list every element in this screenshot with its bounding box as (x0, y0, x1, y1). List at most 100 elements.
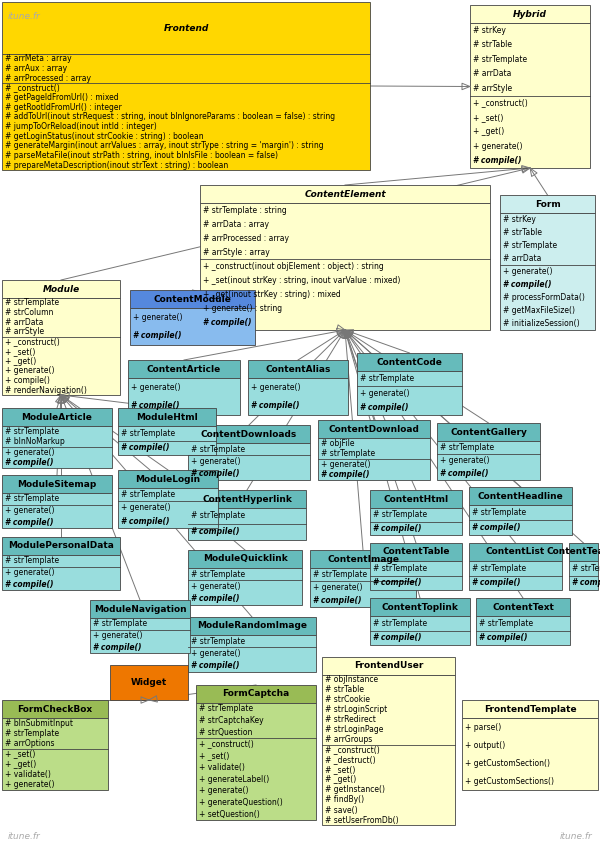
Text: # compile(): # compile() (373, 578, 421, 588)
Text: Form: Form (535, 200, 560, 209)
Bar (188, 443, 310, 480)
Text: # compile(): # compile() (93, 643, 142, 652)
Bar (90, 618, 190, 653)
Text: + getCustomSections(): + getCustomSections() (465, 777, 554, 785)
Text: # strLoginPage: # strLoginPage (325, 726, 383, 734)
Text: + _set(): + _set() (473, 113, 503, 121)
Text: # strTemplate: # strTemplate (360, 374, 414, 383)
Bar (370, 616, 470, 645)
Text: # getInstance(): # getInstance() (325, 785, 385, 795)
Text: # strLoginScript: # strLoginScript (325, 706, 387, 715)
Text: # strTemplate: # strTemplate (121, 429, 175, 438)
Text: # compile(): # compile() (472, 578, 521, 588)
Text: # _destruct(): # _destruct() (325, 756, 376, 764)
Text: # strTemplate : string: # strTemplate : string (203, 205, 287, 215)
Text: + output(): + output() (465, 740, 505, 750)
Text: # prepareMetaDescription(inout strText : string) : boolean: # prepareMetaDescription(inout strText :… (5, 160, 228, 170)
Text: + _get(): + _get() (5, 760, 36, 769)
Text: + _get(): + _get() (5, 357, 36, 366)
Text: # processFormData(): # processFormData() (503, 293, 585, 302)
Text: ContentCode: ContentCode (377, 357, 442, 367)
Text: ContentDownloads: ContentDownloads (201, 430, 297, 438)
Text: FrontendUser: FrontendUser (354, 661, 423, 671)
Bar (118, 426, 216, 455)
Bar (500, 195, 595, 213)
Text: ContentElement: ContentElement (304, 189, 386, 199)
Text: ModuleLogin: ModuleLogin (136, 475, 200, 483)
Text: + generate(): + generate() (251, 383, 301, 391)
Text: + generate(): + generate() (313, 583, 362, 592)
Text: # arrData : array: # arrData : array (203, 220, 269, 228)
Text: # strKey: # strKey (473, 25, 506, 35)
Bar (118, 488, 218, 528)
Text: + generate(): + generate() (440, 456, 490, 465)
Text: # compile(): # compile() (472, 523, 521, 532)
Text: # strTemplate: # strTemplate (473, 54, 527, 64)
Text: # strTemplate: # strTemplate (373, 619, 427, 627)
Text: itune.fr: itune.fr (559, 832, 592, 841)
Text: # arrData: # arrData (5, 318, 43, 327)
Text: # arrStyle: # arrStyle (473, 84, 512, 93)
Text: + generate(): + generate() (321, 460, 371, 469)
Text: + _construct(): + _construct() (5, 337, 60, 346)
Text: # compile(): # compile() (131, 402, 179, 410)
Text: # compile(): # compile() (5, 458, 53, 467)
Bar (188, 568, 302, 605)
Text: # strTemplate: # strTemplate (93, 619, 147, 628)
Text: FrontendTemplate: FrontendTemplate (484, 705, 577, 713)
Bar (2, 2, 370, 54)
Text: + validate(): + validate() (5, 770, 51, 779)
Text: # strTable: # strTable (503, 228, 542, 237)
Text: # compile(): # compile() (313, 596, 361, 605)
Text: # arrOptions: # arrOptions (5, 739, 55, 748)
Text: # addToUrl(inout strRequest : string, inout blnIgnoreParams : boolean = false) :: # addToUrl(inout strRequest : string, in… (5, 112, 335, 121)
Text: ContentList: ContentList (486, 548, 545, 556)
Text: + setQuestion(): + setQuestion() (199, 810, 260, 818)
Text: ContentModule: ContentModule (154, 295, 232, 303)
Bar (318, 438, 430, 480)
Bar (370, 561, 462, 590)
Bar (2, 54, 370, 170)
Text: # compile(): # compile() (121, 443, 170, 453)
Text: ContentTeaser: ContentTeaser (547, 548, 600, 556)
Bar (118, 470, 218, 488)
Text: + generate(): + generate() (5, 366, 55, 375)
Text: # arrStyle : array: # arrStyle : array (203, 248, 270, 257)
Text: # compile(): # compile() (191, 661, 239, 671)
Text: # strTemplate: # strTemplate (5, 494, 59, 503)
Text: + generate(): + generate() (503, 267, 553, 276)
Text: FormCheckBox: FormCheckBox (17, 705, 92, 713)
Text: # strCaptchaKey: # strCaptchaKey (199, 716, 263, 725)
Bar (196, 703, 316, 820)
Text: # getRootIdFromUrl() : integer: # getRootIdFromUrl() : integer (5, 103, 122, 112)
Text: ModuleNavigation: ModuleNavigation (94, 604, 187, 614)
Text: # _set(): # _set() (325, 766, 355, 774)
Text: + _set(inout strKey : string, inout varValue : mixed): + _set(inout strKey : string, inout varV… (203, 276, 400, 285)
Text: + generate(): + generate() (199, 786, 248, 796)
Text: # strTemplate: # strTemplate (313, 570, 367, 579)
Text: # strTemplate: # strTemplate (191, 511, 245, 520)
Text: + generate(): + generate() (121, 503, 170, 513)
Text: # strTemplate: # strTemplate (472, 564, 526, 573)
Bar (370, 490, 462, 508)
Text: # strColumn: # strColumn (5, 308, 53, 317)
Text: # compile(): # compile() (373, 524, 421, 533)
Text: ContentHtml: ContentHtml (383, 494, 449, 503)
Bar (130, 308, 255, 345)
Text: # arrMeta : array: # arrMeta : array (5, 54, 71, 64)
Text: + _construct(): + _construct() (473, 98, 528, 107)
Bar (469, 561, 562, 590)
Text: # generateMargin(inout arrValues : array, inout strType : string = 'margin') : s: # generateMargin(inout arrValues : array… (5, 141, 323, 150)
Bar (469, 487, 572, 505)
Bar (318, 420, 430, 438)
Text: + generate(): + generate() (133, 312, 182, 322)
Text: # blnNoMarkup: # blnNoMarkup (5, 437, 65, 447)
Bar (188, 490, 306, 508)
Text: + _construct(inout objElement : object) : string: + _construct(inout objElement : object) … (203, 262, 384, 271)
Bar (128, 360, 240, 378)
Text: ContentImage: ContentImage (327, 554, 399, 564)
Bar (462, 700, 598, 718)
Text: ContentText: ContentText (492, 603, 554, 611)
Text: + generateLabel(): + generateLabel() (199, 774, 269, 784)
Text: # setUserFromDb(): # setUserFromDb() (325, 816, 398, 824)
